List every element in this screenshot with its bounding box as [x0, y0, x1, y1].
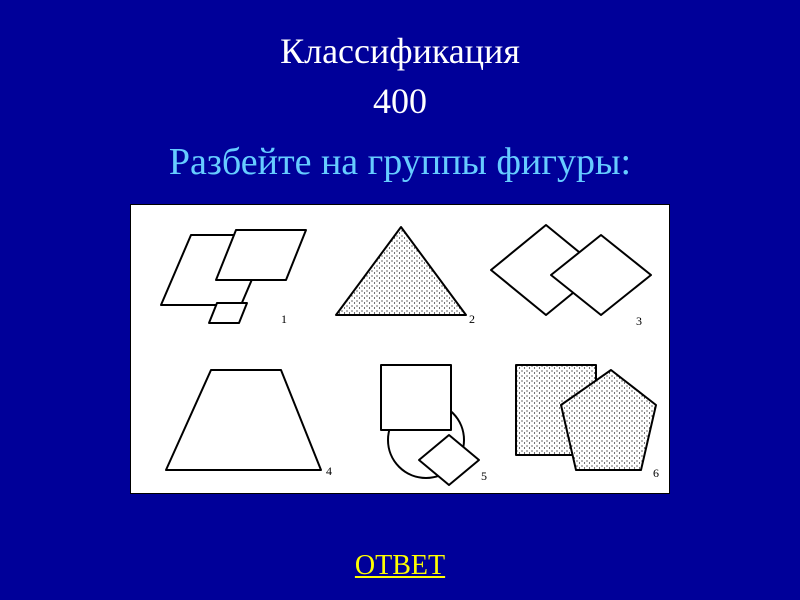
category-label: Классификация: [280, 30, 520, 72]
figures-svg: 1 2 3 4 5 6: [131, 205, 671, 495]
svg-text:6: 6: [653, 466, 659, 480]
svg-text:1: 1: [281, 312, 287, 326]
svg-text:4: 4: [326, 464, 332, 478]
svg-text:5: 5: [481, 469, 487, 483]
svg-text:2: 2: [469, 312, 475, 326]
question-text: Разбейте на группы фигуры:: [169, 140, 631, 184]
figures-panel: 1 2 3 4 5 6: [130, 204, 670, 494]
quiz-slide: Классификация 400 Разбейте на группы фиг…: [0, 0, 800, 600]
answer-link[interactable]: ОТВЕТ: [355, 550, 445, 582]
points-label: 400: [373, 80, 427, 122]
svg-text:3: 3: [636, 314, 642, 328]
